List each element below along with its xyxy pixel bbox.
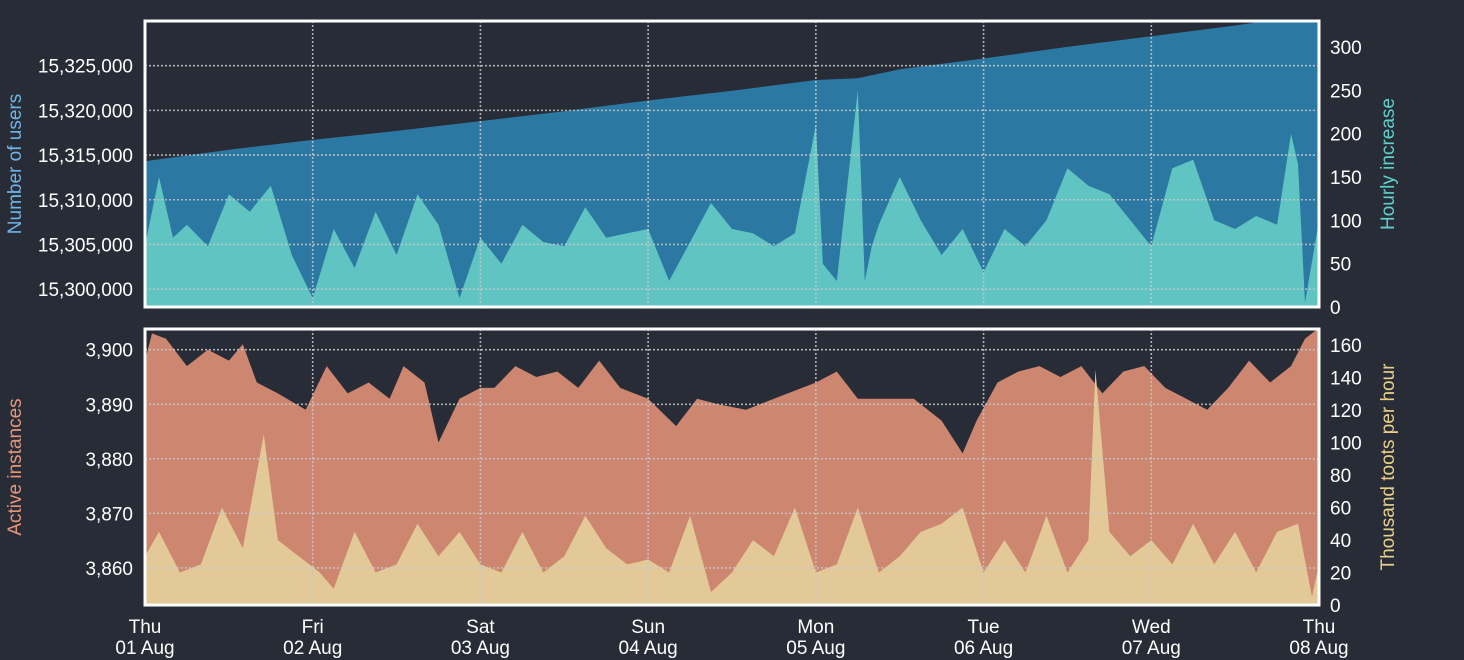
users-panel: 15,300,000 15,305,000 15,310,000 15,315,000… bbox=[5, 19, 1399, 319]
y2-tick-label: 40 bbox=[1330, 531, 1351, 552]
y2-tick-label: 0 bbox=[1330, 596, 1341, 617]
y-tick-label: 15,305,000 bbox=[38, 235, 133, 256]
plot-frame bbox=[143, 327, 1321, 607]
x-tick-label: Wed 07 Aug bbox=[1122, 617, 1181, 659]
y-tick-label: 15,325,000 bbox=[38, 57, 133, 78]
x-tick-label: Tue 06 Aug bbox=[954, 617, 1013, 659]
y-tick-label: 3,870 bbox=[85, 504, 133, 525]
y2-tick-label: 50 bbox=[1330, 255, 1351, 276]
y2-tick-label: 250 bbox=[1330, 81, 1362, 102]
x-tick-label: Thu 08 Aug bbox=[1289, 617, 1348, 659]
y-tick-label: 15,320,000 bbox=[38, 101, 133, 122]
y-tick-label: 3,900 bbox=[85, 341, 133, 362]
y2-tick-label: 100 bbox=[1330, 434, 1362, 455]
y2-tick-label: 140 bbox=[1330, 369, 1362, 390]
y2-tick-label: 100 bbox=[1330, 211, 1362, 232]
y2-tick-label: 300 bbox=[1330, 38, 1362, 59]
y2-tick-label: 80 bbox=[1330, 466, 1351, 487]
instances-panel: 3,860 3,870 3,880 3,890 3,900 0 20 40 60 80 100 120… bbox=[5, 327, 1399, 617]
x-tick-label: Mon 05 Aug bbox=[786, 617, 845, 659]
x-tick-label: Thu 01 Aug bbox=[115, 617, 174, 659]
y-tick-label: 15,315,000 bbox=[38, 146, 133, 167]
y2-tick-label: 150 bbox=[1330, 168, 1362, 189]
x-axis: Thu 01 Aug Fri 02 Aug Sat 03 Aug Sun 04 Aug Mon 0… bbox=[115, 617, 1348, 659]
plot-frame bbox=[143, 19, 1321, 309]
y2-tick-label: 20 bbox=[1330, 564, 1351, 585]
y2-tick-label: 0 bbox=[1330, 298, 1341, 319]
y-axis-label: Number of users bbox=[5, 94, 26, 234]
y-tick-label: 3,880 bbox=[85, 450, 133, 471]
toots-series bbox=[145, 369, 1319, 605]
y-tick-label: 3,860 bbox=[85, 559, 133, 580]
y-axis-label: Active instances bbox=[5, 398, 26, 535]
y2-tick-label: 200 bbox=[1330, 125, 1362, 146]
x-tick-label: Sun 04 Aug bbox=[619, 617, 678, 659]
y2-axis-label: Thousand toots per hour bbox=[1378, 363, 1399, 571]
hourly-increase-series bbox=[145, 90, 1319, 307]
instances-series bbox=[145, 329, 1319, 605]
y2-axis-label: Hourly increase bbox=[1378, 98, 1399, 230]
x-tick-label: Fri 02 Aug bbox=[283, 617, 342, 659]
y2-tick-label: 160 bbox=[1330, 336, 1362, 357]
x-tick-label: Sat 03 Aug bbox=[451, 617, 510, 659]
y2-tick-label: 60 bbox=[1330, 499, 1351, 520]
y-tick-label: 3,890 bbox=[85, 395, 133, 416]
y-tick-label: 15,310,000 bbox=[38, 191, 133, 212]
y2-tick-label: 120 bbox=[1330, 401, 1362, 422]
y-tick-label: 15,300,000 bbox=[38, 280, 133, 301]
